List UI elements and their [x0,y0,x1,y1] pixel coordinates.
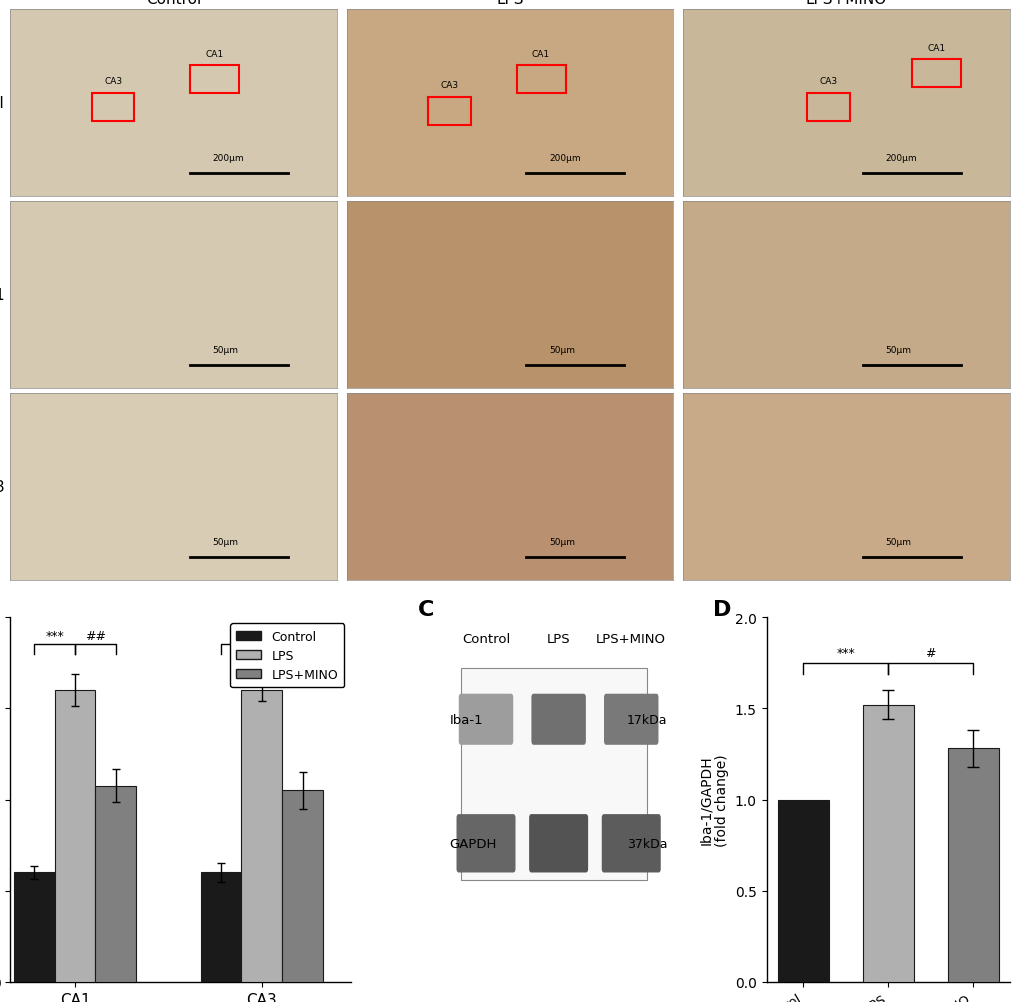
Text: ***: *** [836,646,854,659]
Text: C: C [418,599,434,619]
Text: CA3: CA3 [440,81,459,90]
Y-axis label: CA3: CA3 [0,480,5,494]
Bar [947,748,998,982]
Bar [95,786,136,982]
FancyBboxPatch shape [457,815,515,873]
Text: CA1: CA1 [205,49,223,58]
FancyBboxPatch shape [601,815,660,873]
FancyBboxPatch shape [603,694,658,745]
Text: 50μm: 50μm [213,346,238,355]
Text: 50μm: 50μm [548,346,575,355]
Text: GAPDH: GAPDH [449,837,496,850]
Title: LPS+MINO: LPS+MINO [805,0,887,7]
Text: 17kDa: 17kDa [627,713,666,726]
Bar [14,873,55,982]
Text: LPS+MINO: LPS+MINO [596,632,665,645]
Text: 50μm: 50μm [213,538,238,546]
Bar [201,873,242,982]
Text: 37kDa: 37kDa [627,837,666,850]
FancyBboxPatch shape [529,815,588,873]
Text: D: D [712,599,731,619]
Text: ##: ## [271,629,292,642]
Bar [862,705,913,982]
Text: #: # [924,646,935,659]
Bar [55,690,95,982]
Text: ***: *** [45,629,64,642]
Text: 50μm: 50μm [884,538,911,546]
Title: LPS: LPS [496,0,523,7]
Text: 50μm: 50μm [548,538,575,546]
Text: LPS: LPS [546,632,570,645]
Bar [242,690,282,982]
Text: ***: *** [232,629,251,642]
FancyBboxPatch shape [459,694,513,745]
Text: 200μm: 200μm [548,153,580,162]
Text: CA1: CA1 [926,44,945,53]
Legend: Control, LPS, LPS+MINO: Control, LPS, LPS+MINO [230,623,344,687]
Bar [282,791,323,982]
Text: Control: Control [462,632,510,645]
Text: CA3: CA3 [818,77,837,86]
Text: 200μm: 200μm [213,153,245,162]
FancyBboxPatch shape [531,694,585,745]
Title: Control: Control [146,0,201,7]
Y-axis label: Hippocampal: Hippocampal [0,95,5,110]
Text: CA3: CA3 [104,77,122,86]
Text: 50μm: 50μm [884,346,911,355]
Y-axis label: CA1: CA1 [0,288,5,303]
FancyBboxPatch shape [461,668,646,880]
Text: CA1: CA1 [532,49,549,58]
Bar [776,800,827,982]
Y-axis label: Iba-1/GAPDH
(fold change): Iba-1/GAPDH (fold change) [698,754,729,846]
Text: ##: ## [85,629,106,642]
Text: 200μm: 200μm [884,153,916,162]
Text: Iba-1: Iba-1 [449,713,483,726]
